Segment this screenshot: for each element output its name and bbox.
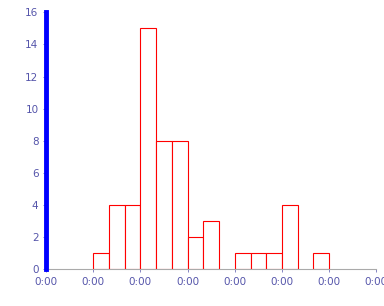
Bar	[141, 28, 156, 269]
Bar	[266, 253, 282, 269]
Bar	[204, 221, 219, 269]
Bar	[313, 253, 329, 269]
Bar	[93, 253, 109, 269]
Bar	[125, 205, 141, 269]
Bar	[235, 253, 250, 269]
Bar	[282, 205, 298, 269]
Bar	[250, 253, 266, 269]
Bar	[172, 141, 188, 269]
Bar	[109, 205, 125, 269]
Bar	[156, 141, 172, 269]
Bar	[188, 237, 204, 269]
